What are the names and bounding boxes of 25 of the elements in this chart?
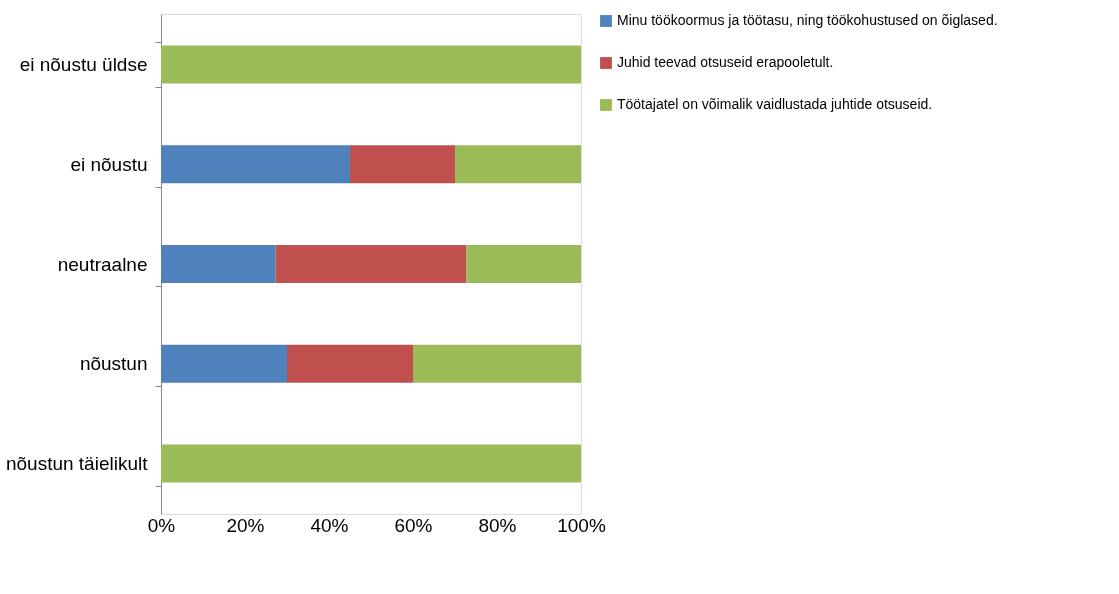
bar: [287, 344, 413, 383]
x-tick-label: 20%: [226, 514, 265, 536]
x-tick-label: 80%: [478, 514, 517, 536]
x-tick-label: 60%: [394, 514, 433, 536]
legend-label: Juhid teevad otsuseid erapooletult.: [617, 54, 834, 70]
bar: [161, 45, 581, 84]
x-tick-label: 40%: [310, 514, 349, 536]
bar: [350, 145, 455, 184]
x-tick-label: 0%: [147, 514, 176, 536]
bar: [413, 344, 581, 383]
bar: [455, 145, 581, 184]
bar: [161, 145, 350, 184]
y-tick-label: ei nõustu üldse: [19, 53, 148, 75]
legend-label: Minu töökoormus ja töötasu, ning töökohustused on õiglased.: [617, 12, 998, 28]
bar: [161, 444, 581, 483]
bar: [161, 245, 276, 283]
bar: [275, 245, 467, 283]
y-tick-label: nõustun: [79, 353, 148, 375]
x-tick-label: 100%: [557, 514, 606, 536]
bar: [161, 344, 287, 383]
bar: [466, 245, 581, 283]
y-tick-label: nõustun täielikult: [5, 453, 149, 475]
legend-label: Töötajatel on võimalik vaidlustada juhtide otsuseid.: [617, 96, 933, 112]
y-tick-label: neutraalne: [57, 253, 148, 275]
y-tick-label: ei nõustu: [70, 153, 148, 175]
